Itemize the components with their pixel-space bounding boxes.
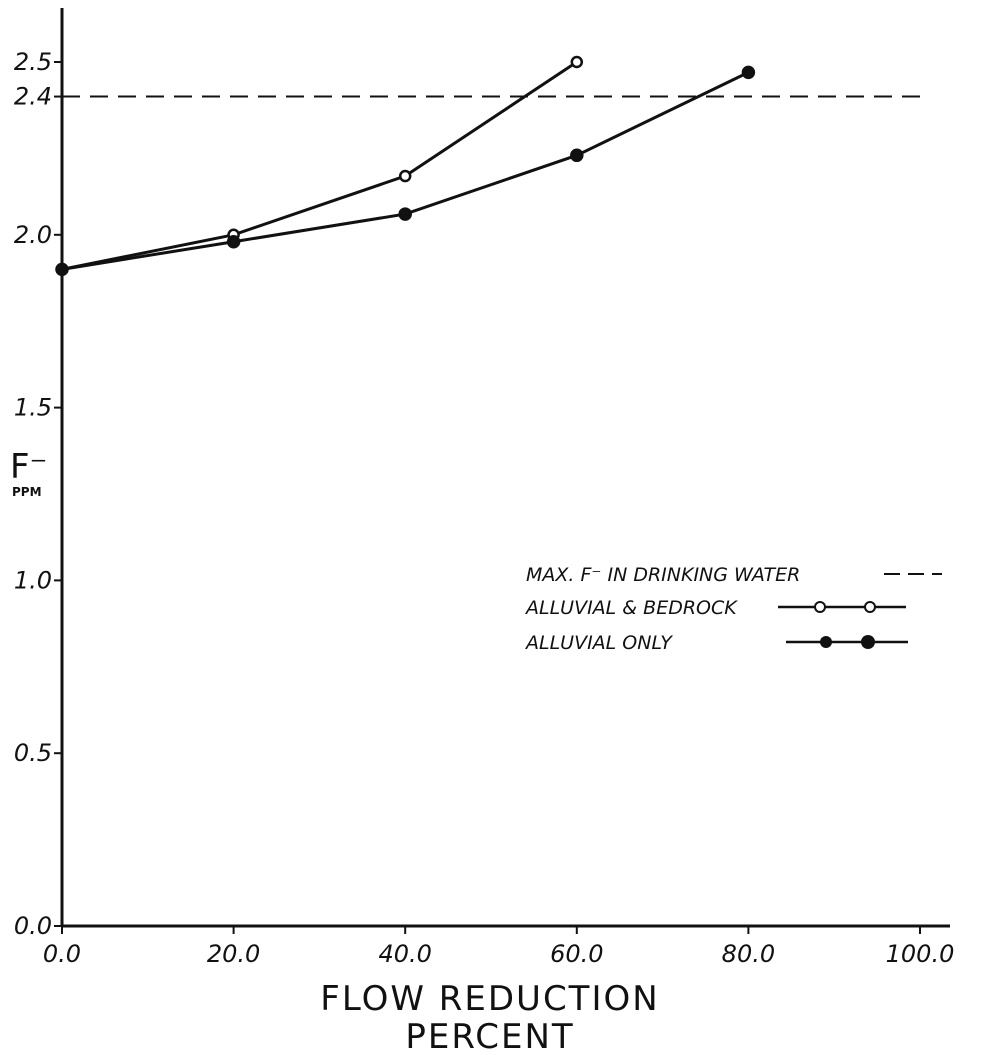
series-1-point — [570, 148, 584, 163]
y-axis-title: F⁻ — [10, 447, 48, 487]
legend-label-max-fluoride: MAX. F⁻ IN DRINKING WATER — [526, 564, 800, 586]
x-tick-label: 0.0 — [43, 940, 81, 968]
legend: MAX. F⁻ IN DRINKING WATER ALLUVIAL & BED… — [524, 564, 942, 654]
legend-swatch-alluvial-bedrock-marker-2 — [864, 601, 876, 613]
x-axis-title-line1: FLOW REDUCTION — [320, 979, 659, 1019]
legend-label-alluvial-only: ALLUVIAL ONLY — [524, 632, 673, 654]
x-tick-label: 20.0 — [207, 940, 260, 968]
x-tick-label: 60.0 — [550, 940, 603, 968]
legend-swatch-alluvial-only-marker-2 — [861, 635, 875, 649]
series-1-point — [226, 234, 241, 249]
x-axis-title-line2: PERCENT — [405, 1017, 574, 1055]
series-line-0 — [61, 60, 578, 271]
legend-label-alluvial-bedrock: ALLUVIAL & BEDROCK — [524, 597, 738, 619]
series-0-point — [398, 169, 412, 183]
y-tick-label: 2.4 — [14, 83, 52, 111]
y-tick-label: 1.5 — [14, 394, 52, 422]
series-0-point — [570, 55, 584, 69]
legend-swatch-alluvial-bedrock-marker-1 — [814, 601, 826, 613]
series-1-point — [398, 207, 412, 221]
x-tick-label: 40.0 — [378, 940, 431, 968]
x-ticks: 0.0 20.0 40.0 60.0 80.0 100.0 — [43, 926, 954, 968]
y-ticks: 0.0 0.5 1.0 1.5 2.0 2.4 2.5 — [14, 48, 62, 940]
series-1-point — [55, 262, 69, 277]
y-tick-label: 2.0 — [14, 221, 52, 249]
legend-swatch-alluvial-only-marker-1 — [820, 636, 832, 648]
y-tick-label: 0.5 — [14, 739, 52, 767]
y-tick-label: 2.5 — [14, 48, 52, 76]
series-1-point — [741, 65, 756, 80]
x-tick-label: 80.0 — [722, 940, 775, 968]
series-layer — [55, 55, 756, 277]
y-axis-unit: PPM — [12, 485, 42, 499]
plot-area: 0.0 0.5 1.0 1.5 2.0 2.4 2.5 0.0 20.0 40.0 60.0 80.… — [14, 8, 954, 968]
y-tick-label: 1.0 — [14, 566, 52, 594]
x-tick-label: 100.0 — [886, 940, 955, 968]
y-tick-label: 0.0 — [14, 912, 52, 940]
